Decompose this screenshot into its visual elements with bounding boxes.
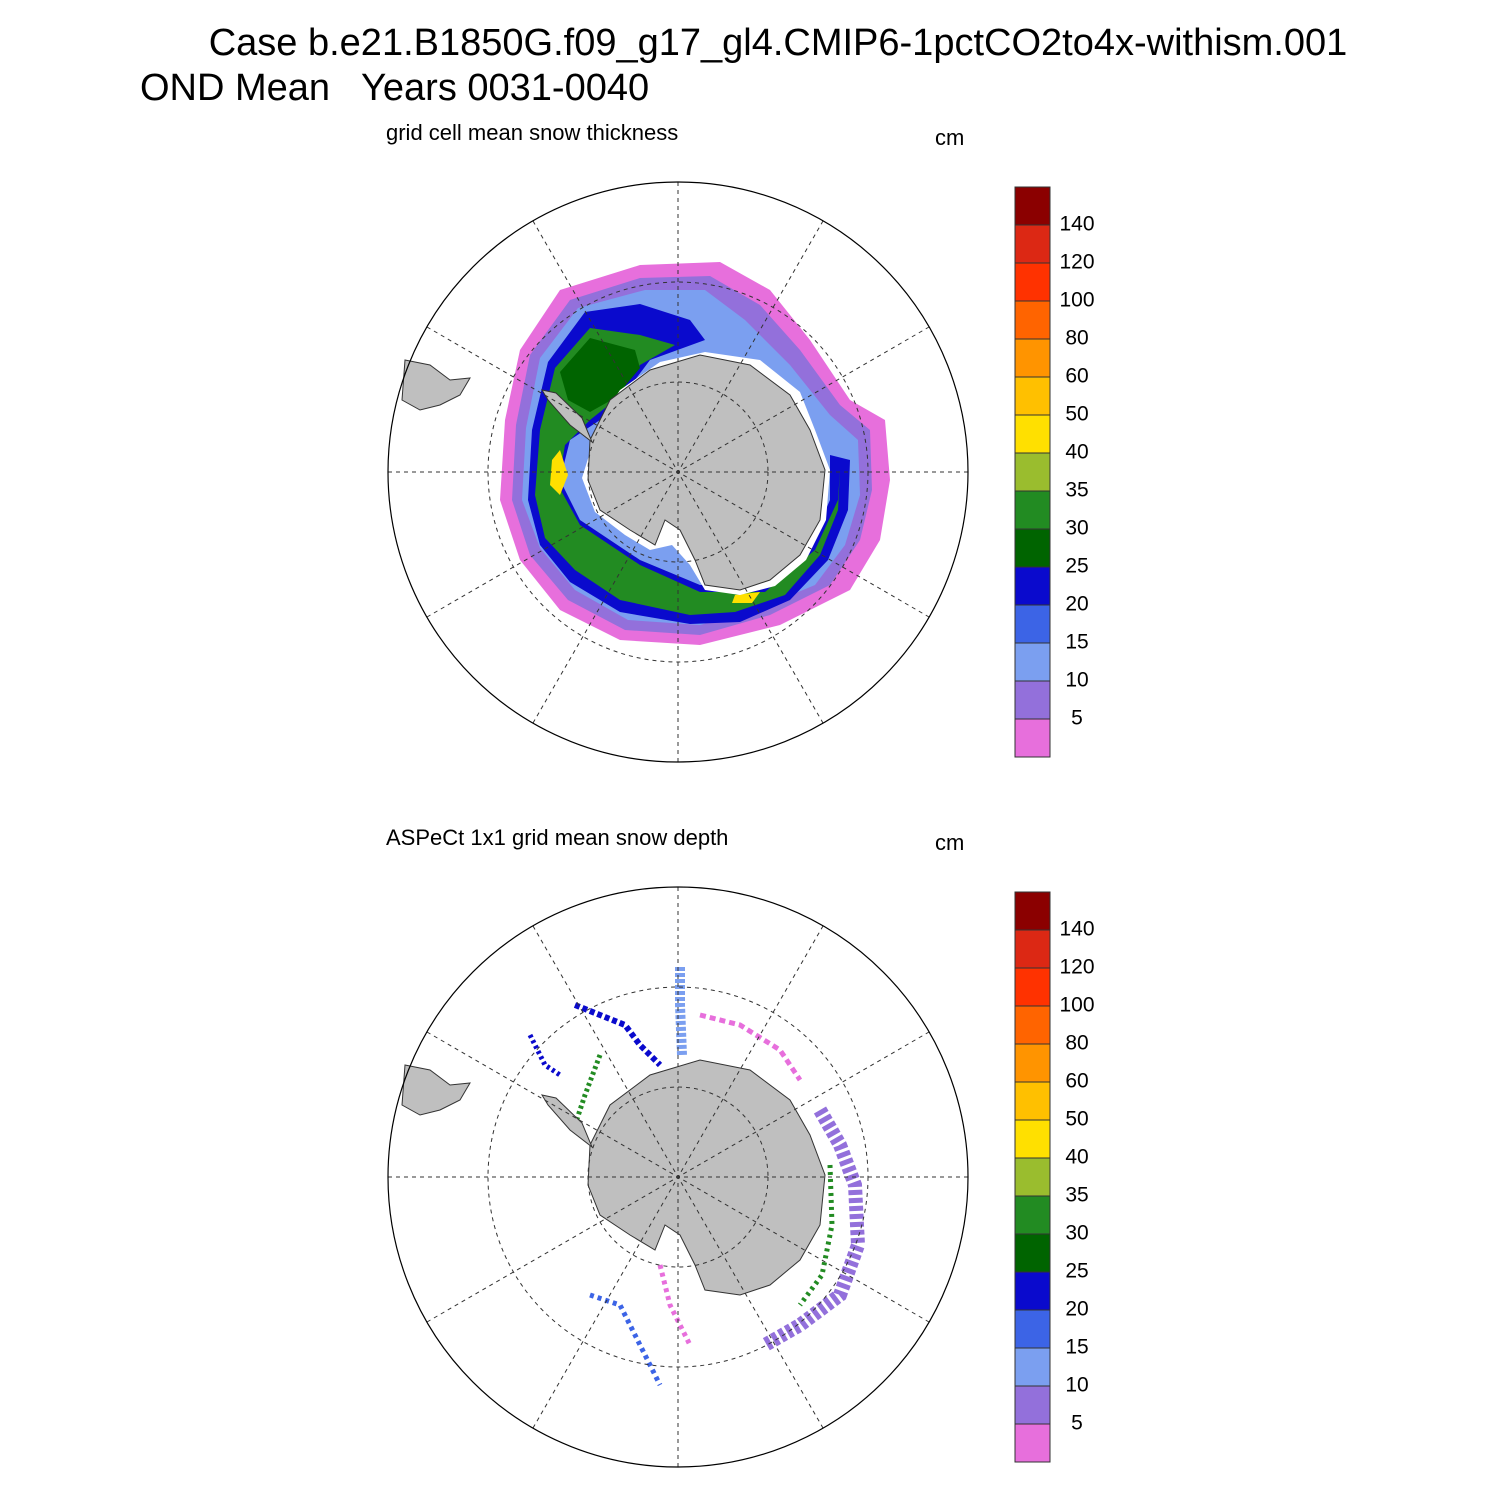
colorbar-label: 40 xyxy=(1065,1146,1088,1169)
colorbar-box xyxy=(1014,566,1051,606)
colorbar-box xyxy=(1014,1309,1051,1349)
colorbar-box xyxy=(1014,376,1051,416)
colorbar-box xyxy=(1014,1119,1051,1159)
colorbar-box xyxy=(1014,414,1051,454)
colorbar-label: 60 xyxy=(1065,365,1088,388)
colorbar-label: 15 xyxy=(1065,1336,1088,1359)
colorbar-label: 10 xyxy=(1065,669,1088,692)
colorbar-box xyxy=(1014,1081,1051,1121)
colorbar-label: 80 xyxy=(1065,327,1088,350)
colorbar-label: 100 xyxy=(1059,994,1094,1017)
colorbar-box xyxy=(1014,967,1051,1007)
colorbar-label: 100 xyxy=(1059,289,1094,312)
colorbar-box xyxy=(1014,1347,1051,1387)
colorbar: 5 10 15 20 25 30 35 40 50 60 80 100 120 140 xyxy=(1014,891,1095,1463)
colorbar-label: 120 xyxy=(1059,251,1094,274)
panel-title: grid cell mean snow thickness xyxy=(386,120,678,145)
colorbar-label: 120 xyxy=(1059,956,1094,979)
colorbar-label: 140 xyxy=(1059,918,1094,941)
colorbar-box xyxy=(1014,891,1051,931)
colorbar-label: 50 xyxy=(1065,1108,1088,1131)
colorbar-label: 30 xyxy=(1065,517,1088,540)
units: cm xyxy=(935,125,964,150)
colorbar-box xyxy=(1014,1005,1051,1045)
colorbar-box xyxy=(1014,1271,1051,1311)
colorbar-box xyxy=(1014,490,1051,530)
colorbar-label: 25 xyxy=(1065,555,1088,578)
colorbar-label: 80 xyxy=(1065,1032,1088,1055)
colorbar-label: 10 xyxy=(1065,1374,1088,1397)
colorbar-label: 40 xyxy=(1065,441,1088,464)
colorbar-label: 140 xyxy=(1059,213,1094,236)
observation-tracks xyxy=(387,886,969,1468)
map-panel: grid cell mean snow thickness cm 5 10 15 20… xyxy=(386,120,1095,763)
subtitle: OND Mean Years 0031-0040 xyxy=(140,67,649,109)
colorbar-label: 60 xyxy=(1065,1070,1088,1093)
colorbar-label: 15 xyxy=(1065,631,1088,654)
colorbar-box xyxy=(1014,262,1051,302)
colorbar-box xyxy=(1014,528,1051,568)
colorbar: 5 10 15 20 25 30 35 40 50 60 80 100 120 140 xyxy=(1014,186,1095,758)
colorbar-box xyxy=(1014,604,1051,644)
colorbar-box xyxy=(1014,929,1051,969)
colorbar-label: 50 xyxy=(1065,403,1088,426)
colorbar-box xyxy=(1014,452,1051,492)
colorbar-label: 35 xyxy=(1065,1184,1088,1207)
colorbar-box xyxy=(1014,1043,1051,1083)
colorbar-box xyxy=(1014,718,1051,758)
colorbar-label: 35 xyxy=(1065,479,1088,502)
colorbar-box xyxy=(1014,1195,1051,1235)
units: cm xyxy=(935,830,964,855)
colorbar-box xyxy=(1014,338,1051,378)
colorbar-box xyxy=(1014,224,1051,264)
panel-title: ASPeCt 1x1 grid mean snow depth xyxy=(386,825,728,850)
colorbar-label: 25 xyxy=(1065,1260,1088,1283)
map-panel: ASPeCt 1x1 grid mean snow depth cm 5 10 15… xyxy=(386,825,1095,1468)
colorbar-box xyxy=(1014,300,1051,340)
colorbar-label: 5 xyxy=(1071,1412,1083,1435)
colorbar-box xyxy=(1014,1423,1051,1463)
colorbar-box xyxy=(1014,1233,1051,1273)
colorbar-box xyxy=(1014,1385,1051,1425)
colorbar-box xyxy=(1014,186,1051,226)
colorbar-label: 20 xyxy=(1065,1298,1088,1321)
title: Case b.e21.B1850G.f09_g17_gl4.CMIP6-1pct… xyxy=(209,22,1348,64)
colorbar-box xyxy=(1014,1157,1051,1197)
colorbar-box xyxy=(1014,680,1051,720)
colorbar-label: 5 xyxy=(1071,707,1083,730)
colorbar-label: 20 xyxy=(1065,593,1088,616)
colorbar-label: 30 xyxy=(1065,1222,1088,1245)
colorbar-box xyxy=(1014,642,1051,682)
